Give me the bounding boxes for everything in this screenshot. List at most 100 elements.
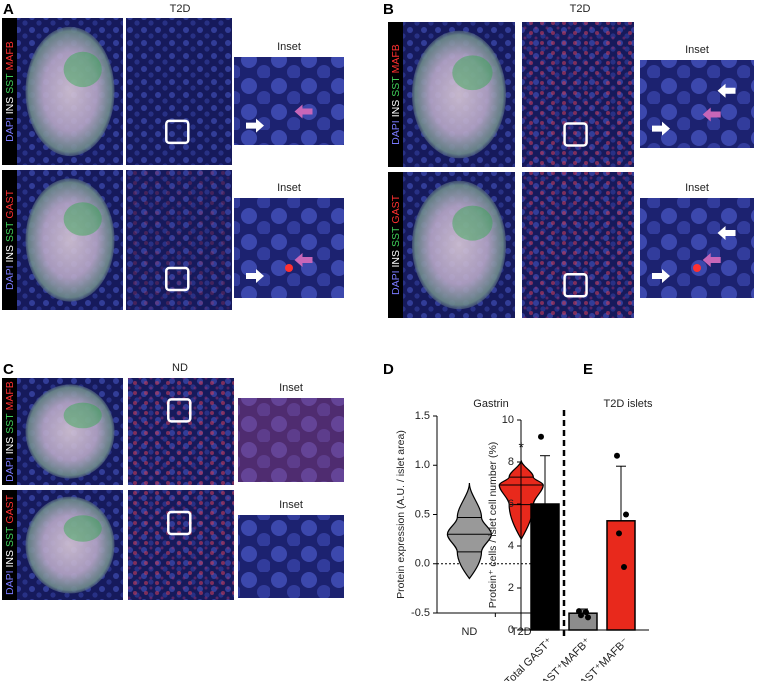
stain-word: GAST <box>390 194 402 223</box>
inset-nuclei <box>238 515 344 598</box>
signal <box>126 170 232 310</box>
label-strip <box>388 22 403 167</box>
stain-label: DAPI INS SST GAST <box>390 194 402 295</box>
label-strip <box>388 172 403 318</box>
inset-label: Inset <box>277 182 301 194</box>
arrow <box>294 253 313 267</box>
islet <box>411 30 507 159</box>
sst-cells <box>63 402 102 429</box>
panel-title: ND <box>172 362 188 374</box>
y-tick-label: 1.5 <box>415 410 430 422</box>
stain-word: GAST <box>4 189 16 218</box>
label-strip <box>2 378 17 485</box>
inset-label: Inset <box>685 182 709 194</box>
stain-word: SST <box>390 76 402 97</box>
signal-dot <box>285 264 293 272</box>
stain-word: INS <box>390 250 402 268</box>
label-strip <box>2 490 17 600</box>
x-tick-label: T2D <box>511 626 532 638</box>
panel-letter: B <box>383 1 394 18</box>
stain-word: INS <box>4 550 16 568</box>
stain-label: DAPI INS SST MAFB <box>390 44 402 145</box>
stain-word: INS <box>390 100 402 118</box>
signal <box>128 378 234 485</box>
chart-title: Gastrin <box>473 398 508 410</box>
label-strip <box>2 18 17 165</box>
y-axis-label: Protein⁺ cells / islet cell number (%) <box>487 442 499 609</box>
inset-box <box>563 272 588 298</box>
inset-box <box>563 122 588 147</box>
signal <box>522 172 634 318</box>
inset-nuclei <box>238 398 344 482</box>
data-point <box>623 511 629 518</box>
y-tick-label: -0.5 <box>411 607 430 619</box>
stain-label: DAPI INS SST GAST <box>4 189 16 290</box>
stain-word: SST <box>4 413 16 434</box>
bar <box>530 503 560 631</box>
stain-word: SST <box>4 526 16 547</box>
stain-label: DAPI INS SST GAST <box>4 494 16 595</box>
sst-cells <box>63 51 102 88</box>
arrow <box>246 269 264 283</box>
data-point <box>621 564 627 570</box>
stain-word: DAPI <box>390 271 402 296</box>
data-point <box>583 609 589 616</box>
data-point <box>585 614 591 621</box>
stain-word: SST <box>4 73 16 94</box>
arrow <box>294 104 313 119</box>
inset-nuclei <box>234 57 344 145</box>
sst-cells <box>452 205 493 241</box>
stain-label: DAPI INS SST MAFB <box>4 41 16 142</box>
inset-nuclei <box>234 198 344 298</box>
stain-word: DAPI <box>4 457 16 482</box>
chart-title: T2D islets <box>604 398 653 410</box>
islet <box>25 178 115 302</box>
y-tick-label: 0 <box>508 624 514 636</box>
stain-word: SST <box>4 221 16 242</box>
sst-cells <box>63 202 102 236</box>
sst-cells <box>452 55 493 91</box>
signal-dot <box>693 264 701 272</box>
islet <box>25 26 115 157</box>
stain-word: DAPI <box>4 571 16 596</box>
islet <box>25 384 115 479</box>
y-tick-label: 10 <box>502 414 514 426</box>
arrow <box>246 118 264 133</box>
panel-title: T2D <box>170 3 191 15</box>
inset-box <box>167 398 192 423</box>
y-tick-label: 2 <box>508 582 514 594</box>
y-axis-label: Protein expression (A.U. / islet area) <box>395 430 407 599</box>
stain-word: MAFB <box>4 381 16 410</box>
panel-title: T2D <box>570 3 591 15</box>
arrow <box>717 83 736 98</box>
y-tick-label: 1.0 <box>415 459 430 471</box>
inset-signal <box>238 398 344 482</box>
y-tick-label: 6 <box>508 498 514 510</box>
inset-label: Inset <box>279 499 303 511</box>
stain-word: INS <box>4 245 16 263</box>
stain-label: DAPI INS SST MAFB <box>4 381 16 482</box>
significance: * <box>519 439 525 455</box>
stain-word: DAPI <box>390 120 402 145</box>
y-tick-label: 0.5 <box>415 508 430 520</box>
y-tick-label: 0.0 <box>415 558 430 570</box>
stain-word: SST <box>390 226 402 247</box>
stain-word: MAFB <box>390 44 402 73</box>
stain-word: DAPI <box>4 266 16 291</box>
inset-box <box>165 119 190 145</box>
arrow <box>702 253 721 267</box>
x-tick-label: ND <box>461 626 477 638</box>
data-point <box>616 530 622 537</box>
inset-label: Inset <box>279 382 303 394</box>
inset-label: Inset <box>277 41 301 53</box>
bar <box>606 520 636 631</box>
stain-word: INS <box>4 437 16 455</box>
inset-nuclei <box>640 60 754 148</box>
data-point <box>614 452 620 459</box>
stain-word: DAPI <box>4 117 16 142</box>
sst-cells <box>63 515 102 542</box>
panel-letter: A <box>3 1 14 18</box>
panel-letter: C <box>3 361 14 378</box>
inset-box <box>167 510 192 536</box>
panel-letter: E <box>583 361 593 378</box>
